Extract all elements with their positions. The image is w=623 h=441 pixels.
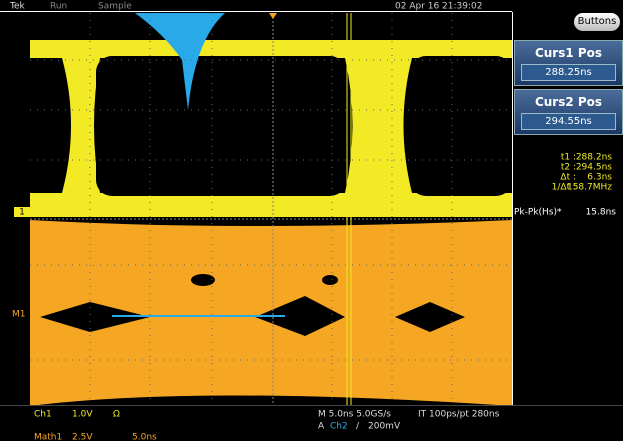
timebase: M 5.0ns 5.0GS/s: [318, 410, 391, 420]
cursor1-label: Curs1 Pos: [534, 46, 603, 60]
trigger: A: [318, 422, 325, 432]
measure-value: 15.8ns: [586, 208, 617, 218]
ch1-marker-label: 1: [19, 208, 25, 218]
math1-edge: [30, 220, 512, 226]
status-bar: [0, 0, 623, 12]
ch1-eye: [410, 56, 512, 196]
math1-time: 5.0ns: [132, 433, 157, 441]
readout-label: t1 :: [561, 153, 576, 163]
math1-eye: [191, 274, 215, 286]
ch1-trace-top: [30, 40, 512, 58]
cursor2-value: 294.55ns: [521, 113, 616, 130]
trigger-source: Ch2: [330, 422, 348, 432]
ch1-transition: [345, 58, 412, 193]
trigger-marker: [269, 13, 277, 19]
brand: Tek: [9, 2, 26, 12]
datetime: 02 Apr 16 21:39:02: [395, 2, 482, 12]
cursor1-value: 288.25ns: [521, 64, 616, 81]
ch1-eye: [96, 56, 346, 196]
math1-eye: [255, 296, 345, 336]
trigger-level: 200mV: [368, 422, 401, 432]
cursor1-box[interactable]: Curs1 Pos 288.25ns: [514, 40, 623, 86]
graticule: [30, 13, 512, 405]
readout-value: 294.5ns: [576, 163, 612, 173]
readout-value: 6.3ns: [587, 173, 612, 183]
acq-mode: Sample: [98, 2, 132, 12]
cursor2-label: Curs2 Pos: [534, 95, 603, 109]
math1-scale: 2.5V: [72, 433, 93, 441]
readout-label: 1/Δt :: [552, 183, 576, 193]
math1-marker-label: M1: [12, 310, 26, 320]
math1-eye: [395, 302, 465, 332]
measure-label: Pk-Pk(Hs)*: [514, 208, 562, 218]
ch1-scale: 1.0V: [72, 410, 93, 420]
math1-eye: [40, 302, 150, 332]
trigger-slope: /: [356, 422, 360, 432]
readout-label: t2 :: [561, 163, 576, 173]
buttons-button[interactable]: Buttons: [574, 13, 620, 31]
readout-value: 158.7MHz: [567, 183, 612, 193]
interp: IT 100ps/pt 280ns: [418, 410, 500, 420]
cursor2-box[interactable]: Curs2 Pos 294.55ns: [514, 89, 623, 135]
math1-eye: [322, 275, 338, 285]
ch1-transition: [62, 58, 100, 193]
ch1-marker: [14, 207, 30, 217]
readout-value: 288.2ns: [576, 153, 612, 163]
math1-label: Math1: [34, 433, 62, 441]
run-state: Run: [50, 2, 67, 12]
ch1-label: Ch1: [34, 410, 52, 420]
readout-label: Δt :: [560, 173, 576, 183]
ch1-trace-bottom: [30, 193, 512, 217]
math-spike: [135, 13, 225, 110]
ch1-ohm: Ω: [113, 410, 120, 420]
ch1-eye: [30, 58, 70, 193]
